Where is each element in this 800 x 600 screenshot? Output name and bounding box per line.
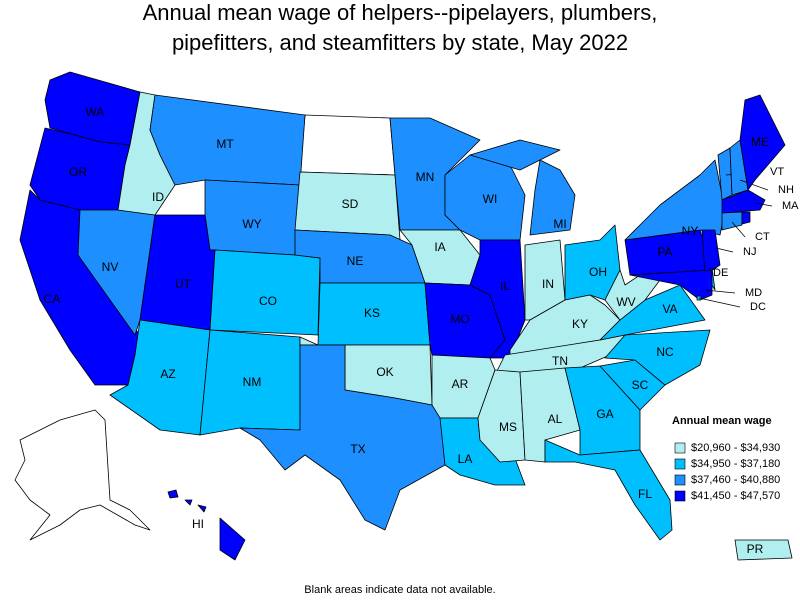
state: [629, 269, 713, 301]
footnote: Blank areas indicate data not available.: [304, 584, 495, 596]
state: [184, 499, 193, 506]
state-label: WI: [483, 192, 498, 206]
state-no-data: [14, 409, 151, 541]
state: [721, 211, 743, 231]
state-label: SC: [632, 378, 649, 392]
legend-swatch: [674, 490, 686, 502]
state-label: PR: [747, 542, 764, 556]
state: [219, 517, 246, 561]
state-label: IA: [434, 240, 445, 254]
state-label: IN: [542, 277, 554, 291]
state-label: VT: [770, 166, 784, 178]
state-label: GA: [596, 407, 613, 421]
state: [197, 504, 207, 513]
state: [544, 439, 673, 541]
state: [529, 159, 576, 236]
legend-swatch: [674, 458, 686, 470]
leader-line: [731, 221, 746, 238]
state-label: KS: [364, 306, 380, 320]
state-label: KY: [572, 317, 588, 331]
state-label: ID: [152, 190, 164, 204]
state-label: WA: [86, 105, 105, 119]
state-label: SD: [342, 197, 359, 211]
title-line: pipefitters, and steamfitters by state, …: [172, 30, 628, 55]
state: [149, 94, 306, 186]
state-label: LA: [458, 452, 473, 466]
legend-swatch: [674, 474, 686, 486]
state: [209, 249, 321, 336]
state-label: DE: [713, 267, 728, 279]
state-no-data: [299, 114, 396, 176]
leader-line: [739, 179, 769, 191]
legend-title: Annual mean wage: [672, 415, 772, 427]
state-label: PA: [657, 245, 672, 259]
state: [721, 189, 766, 214]
state-label: AZ: [160, 367, 175, 381]
state: [167, 489, 179, 499]
state-label: NJ: [743, 246, 756, 258]
leader-line: [698, 297, 741, 308]
state-label: CA: [44, 292, 61, 306]
state: [469, 239, 526, 359]
state-label: CT: [755, 231, 770, 243]
state-label: NM: [243, 375, 262, 389]
state-label: CO: [259, 294, 277, 308]
state-label: OK: [376, 365, 393, 379]
state-label: WV: [616, 295, 635, 309]
state-label: FL: [638, 487, 652, 501]
state-label: DC: [750, 301, 766, 313]
legend-label: $37,460 - $40,880: [691, 474, 780, 486]
state-label: TX: [350, 442, 365, 456]
state-label: NC: [656, 345, 674, 359]
title-line: Annual mean wage of helpers--pipelayers,…: [143, 0, 658, 25]
state-label: VA: [662, 302, 677, 316]
state-label: HI: [192, 517, 204, 531]
state-label: MA: [782, 200, 799, 212]
leader-line: [715, 247, 734, 253]
state-label: ME: [751, 135, 769, 149]
state-label: NH: [778, 184, 794, 196]
state: [469, 139, 561, 171]
leader-line: [704, 289, 736, 294]
state-label: TN: [552, 354, 568, 368]
state: [624, 159, 726, 241]
state-label: AL: [548, 412, 563, 426]
state-label: MO: [450, 312, 469, 326]
state-label: NE: [347, 254, 364, 268]
state-label: WY: [242, 217, 261, 231]
state-label: MN: [416, 170, 435, 184]
state: [701, 229, 721, 276]
legend-label: $41,450 - $47,570: [691, 490, 780, 502]
state-label: MI: [553, 217, 566, 231]
state-label: IL: [500, 279, 510, 293]
state-label: AR: [452, 377, 469, 391]
legend-swatch: [674, 442, 686, 454]
state-label: MT: [216, 137, 234, 151]
state-label: NY: [682, 224, 699, 238]
state-label: OR: [69, 165, 87, 179]
state-label: MS: [499, 420, 517, 434]
legend-label: $34,950 - $37,180: [691, 458, 780, 470]
state-label: NV: [102, 260, 119, 274]
state-label: UT: [175, 277, 192, 291]
state: [741, 211, 751, 225]
state: [734, 539, 793, 561]
state-label: MD: [745, 287, 762, 299]
state-label: OH: [589, 265, 607, 279]
legend-label: $20,960 - $34,930: [691, 442, 780, 454]
leader-line: [754, 202, 773, 207]
